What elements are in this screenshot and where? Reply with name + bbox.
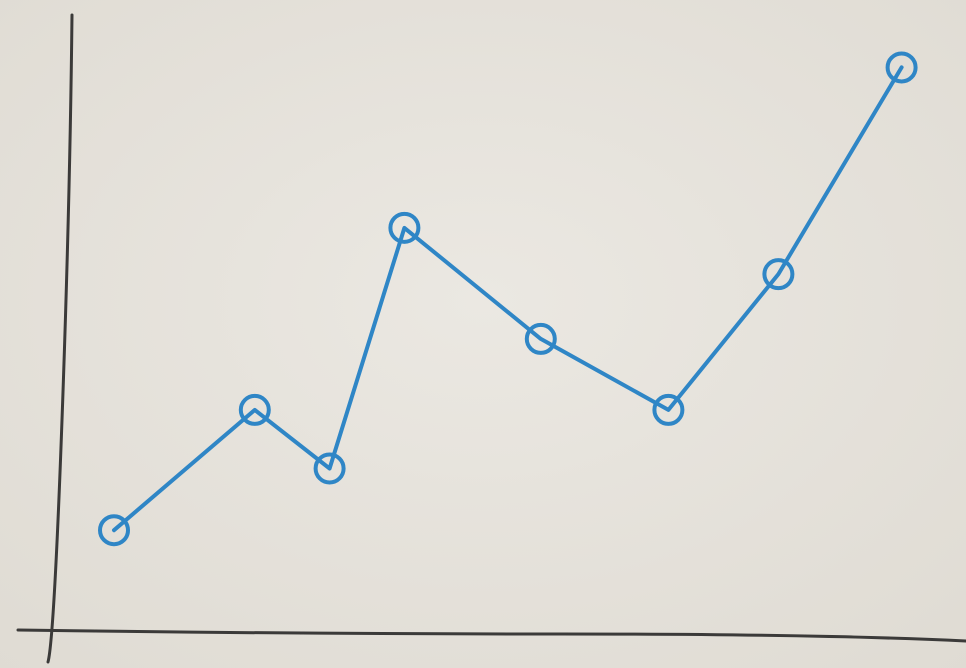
data-point xyxy=(313,452,346,485)
data-point xyxy=(524,322,557,355)
data-point xyxy=(388,211,421,244)
data-point xyxy=(98,514,130,547)
y-axis xyxy=(46,13,74,664)
plot-area xyxy=(98,51,918,547)
data-point xyxy=(238,393,271,426)
data-point xyxy=(885,51,918,84)
x-axis xyxy=(16,628,966,643)
data-point xyxy=(762,258,795,291)
data-point xyxy=(652,393,685,426)
